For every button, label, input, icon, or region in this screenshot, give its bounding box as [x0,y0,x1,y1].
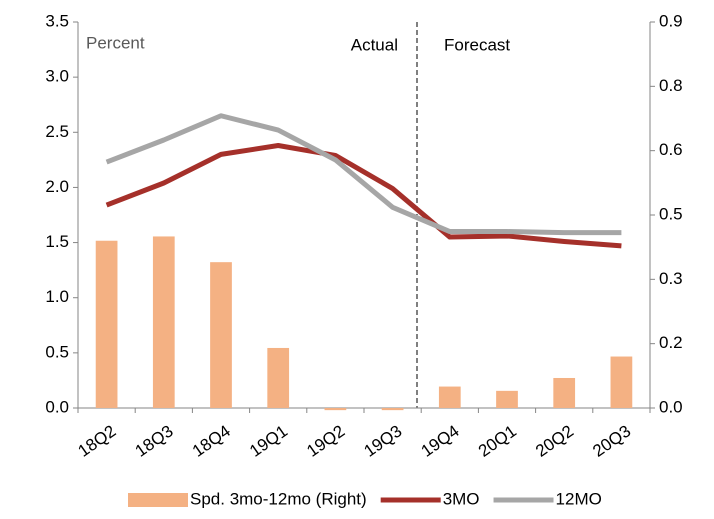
x-tick-label: 20Q3 [589,421,634,460]
bar [95,240,118,408]
y2-tick-label: 0.9 [659,11,683,30]
annotation: Forecast [444,35,510,54]
annotation: Actual [351,35,398,54]
bar [152,236,175,408]
y2-tick-label: 0.3 [659,269,683,288]
bar [438,386,461,408]
y-tick-label: 0.0 [45,397,69,416]
x-tick-label: 18Q2 [74,421,119,460]
legend: Spd. 3mo-12mo (Right) 3MO 12MO [128,489,602,508]
bar [381,408,404,411]
x-tick-label: 18Q3 [132,421,177,460]
x-tick-label: 20Q2 [532,421,577,460]
annotation: Percent [86,33,145,52]
x-tick-label: 20Q1 [475,421,520,460]
y-tick-label: 1.5 [45,232,69,251]
bar [496,390,518,408]
bar [610,356,633,408]
x-tick-label: 18Q4 [189,421,234,460]
legend-label: Spd. 3mo-12mo (Right) [190,489,367,508]
y2-tick-label: 0.8 [659,76,683,95]
y2-tick-label: 0.5 [659,204,683,223]
x-tick-label: 19Q2 [303,421,348,460]
y2-tick-label: 0.2 [659,333,683,352]
line [105,143,622,249]
y2-tick-label: 0.0 [659,397,683,416]
bar [210,262,232,408]
y2-tick-label: 0.6 [659,140,683,159]
bar [324,408,347,411]
legend-label: 12MO [556,489,602,508]
legend-swatch [128,493,188,507]
x-tick-label: 19Q3 [360,421,405,460]
y-tick-label: 0.5 [45,342,69,361]
y-tick-label: 3.5 [45,11,69,30]
bar [553,377,576,408]
y-tick-label: 2.5 [45,122,69,141]
y-tick-label: 3.0 [45,67,69,86]
y-tick-label: 1.0 [45,287,69,306]
line [105,113,622,236]
x-tick-label: 19Q4 [418,421,463,460]
bar [267,347,290,408]
y-tick-label: 2.0 [45,177,69,196]
legend-label: 3MO [443,489,480,508]
x-tick-label: 19Q1 [246,421,291,460]
